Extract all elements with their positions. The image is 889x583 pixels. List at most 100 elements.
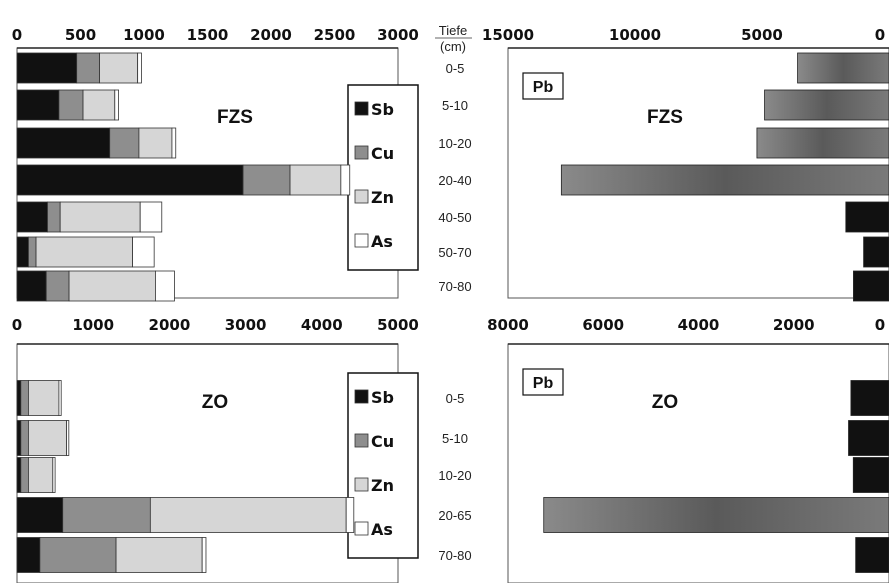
legend-label: Zn	[371, 188, 394, 207]
bar-segment-cu	[58, 89, 84, 121]
bar-segment-as	[139, 201, 163, 233]
bar-pb	[560, 164, 889, 196]
x-tick-label: 3000	[377, 26, 419, 44]
legend-swatch-sb	[354, 101, 369, 116]
bar-pb	[845, 201, 889, 233]
bar-segment-zn	[99, 52, 139, 84]
bar-segment-sb	[16, 89, 60, 121]
x-tick-label: 2000	[250, 26, 292, 44]
bar-segment-cu	[20, 380, 29, 416]
bar-segment-sb	[16, 537, 41, 573]
bar-segment-zn	[149, 497, 347, 533]
x-tick-label: 4000	[678, 316, 720, 334]
depth-label: 10-20	[438, 136, 471, 151]
bar-segment-cu	[62, 497, 151, 533]
depth-label: 50-70	[438, 245, 471, 260]
legend-label: Cu	[371, 144, 394, 163]
x-tick-label: 2000	[773, 316, 815, 334]
depth-label: 40-50	[438, 210, 471, 225]
depth-label: 0-5	[446, 61, 465, 76]
x-tick-label: 15000	[482, 26, 534, 44]
bar-segment-sb	[16, 52, 78, 84]
pb-label: Pb	[533, 375, 554, 392]
bar-segment-as	[201, 537, 207, 573]
bar-segment-cu	[28, 236, 37, 268]
bar-segment-as	[66, 420, 70, 456]
bar-segment-sb	[16, 164, 244, 196]
bar-segment-sb	[16, 236, 29, 268]
pb-label-box	[522, 368, 564, 396]
x-tick-label: 1000	[72, 316, 114, 334]
legend-label: As	[371, 232, 393, 251]
depth-label: 20-65	[438, 508, 471, 523]
legend-label: As	[371, 520, 393, 539]
legend-swatch-zn	[354, 477, 369, 492]
bar-segment-as	[137, 52, 142, 84]
bar-segment-as	[171, 127, 177, 159]
legend-label: Zn	[371, 476, 394, 495]
bar-pb	[543, 497, 889, 533]
x-tick-label: 5000	[377, 316, 419, 334]
bar-segment-zn	[28, 380, 60, 416]
depth-label: 0-5	[446, 391, 465, 406]
legend-swatch-sb	[354, 389, 369, 404]
bar-segment-zn	[59, 201, 141, 233]
x-tick-label: 0	[12, 316, 22, 334]
legend-swatch-as	[354, 233, 369, 248]
legend-swatch-cu	[354, 433, 369, 448]
depth-label: 70-80	[438, 548, 471, 563]
bar-segment-cu	[47, 201, 61, 233]
plot-label: ZO	[652, 392, 678, 413]
bar-segment-zn	[115, 537, 203, 573]
bar-segment-zn	[35, 236, 133, 268]
bar-pb	[848, 420, 889, 456]
bar-segment-cu	[39, 537, 117, 573]
bar-pb	[850, 380, 889, 416]
bar-pb	[852, 457, 889, 493]
x-tick-label: 0	[12, 26, 22, 44]
legend-swatch-as	[354, 521, 369, 536]
bar-segment-cu	[45, 270, 70, 302]
bar-segment-zn	[28, 420, 67, 456]
x-tick-label: 4000	[301, 316, 343, 334]
bar-segment-cu	[242, 164, 291, 196]
x-tick-label: 500	[65, 26, 96, 44]
depth-label: 5-10	[442, 98, 468, 113]
bar-segment-sb	[16, 497, 64, 533]
plot-label: ZO	[202, 392, 228, 413]
plot-label: FZS	[647, 107, 683, 128]
bar-segment-as	[345, 497, 355, 533]
bar-pb	[764, 89, 889, 121]
depth-header-line1: Tiefe	[439, 23, 467, 38]
depth-label: 5-10	[442, 431, 468, 446]
bar-segment-sb	[16, 457, 22, 493]
bar-segment-zn	[68, 270, 156, 302]
bar-segment-zn	[82, 89, 116, 121]
bar-segment-sb	[16, 201, 48, 233]
x-tick-label: 6000	[582, 316, 624, 334]
bar-pb	[853, 270, 889, 302]
bar-pb	[756, 127, 889, 159]
bar-segment-cu	[20, 457, 29, 493]
x-tick-label: 3000	[225, 316, 267, 334]
x-tick-label: 1500	[187, 26, 229, 44]
legend-label: Cu	[371, 432, 394, 451]
pb-label: Pb	[533, 79, 554, 96]
bar-segment-as	[58, 380, 62, 416]
depth-label: 70-80	[438, 279, 471, 294]
bar-segment-as	[52, 457, 56, 493]
x-tick-label: 8000	[487, 316, 529, 334]
depth-label: 10-20	[438, 468, 471, 483]
x-tick-label: 10000	[609, 26, 661, 44]
bar-segment-zn	[289, 164, 342, 196]
plot-label: FZS	[217, 107, 253, 128]
bar-segment-sb	[16, 270, 47, 302]
x-tick-label: 0	[875, 316, 885, 334]
legend-swatch-zn	[354, 189, 369, 204]
bar-pb	[855, 537, 889, 573]
depth-label: 20-40	[438, 173, 471, 188]
bar-segment-sb	[16, 380, 22, 416]
x-tick-label: 5000	[741, 26, 783, 44]
bar-segment-zn	[28, 457, 54, 493]
